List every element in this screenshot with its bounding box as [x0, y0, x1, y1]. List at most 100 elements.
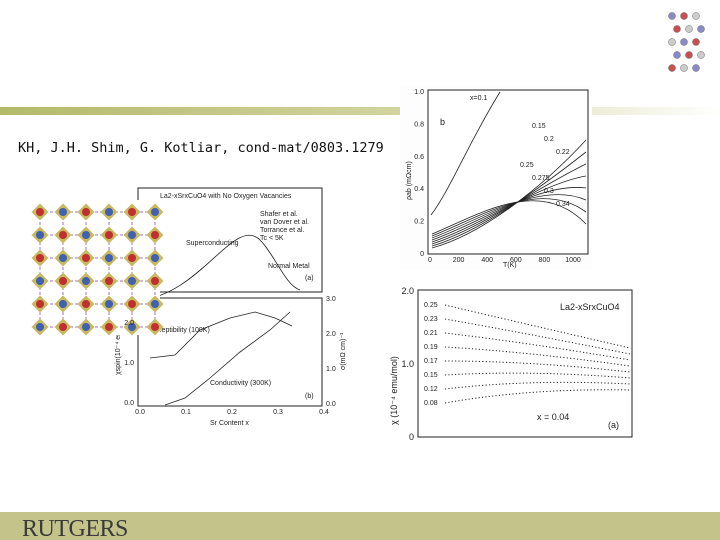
atom: [59, 231, 67, 239]
atom: [128, 300, 136, 308]
x-tick-label: 400: [481, 257, 493, 264]
atom: [151, 208, 159, 216]
x-tick-label: 600: [510, 257, 522, 264]
atom: [82, 208, 90, 216]
curve: [431, 194, 587, 239]
region-label: Normal Metal: [268, 263, 310, 270]
curve: [431, 198, 587, 237]
atom: [36, 300, 44, 308]
atom: [128, 323, 136, 331]
atom: [680, 12, 688, 20]
x-tick-label: 0.3: [273, 409, 283, 416]
y-tick-label: 2.0: [326, 331, 336, 338]
atom: [128, 208, 136, 216]
atom: [128, 231, 136, 239]
x-tick-label: 0.2: [227, 409, 237, 416]
atom: [36, 277, 44, 285]
x-axis-label: Sr Content x: [210, 420, 249, 427]
fig-title: La2-xSrxCuO4 with No Oxygen Vacancies: [160, 193, 292, 200]
y-tick-label: 1.0: [326, 366, 336, 373]
atom: [105, 231, 113, 239]
atom: [59, 323, 67, 331]
y-tick-label: 0.2: [414, 219, 424, 226]
panel-label: b: [440, 117, 445, 127]
y-tick-label: 1.0: [401, 359, 414, 369]
y-tick-label: 0.8: [414, 121, 424, 128]
atom: [680, 64, 688, 72]
y-axis-label: σ(mΩ cm)⁻¹: [340, 332, 347, 370]
atom: [59, 277, 67, 285]
atom: [697, 51, 705, 59]
y-tick-label: 0: [420, 251, 424, 258]
doping-label: 0.25: [424, 302, 438, 309]
legend-entry: Shafer et al.: [260, 211, 298, 218]
curve: [444, 318, 631, 355]
curve-label: 0.275: [532, 175, 550, 182]
atom: [82, 300, 90, 308]
atom: [692, 38, 700, 46]
panel-a-frame: [137, 187, 323, 293]
atom: [128, 254, 136, 262]
x-tick-label: 0: [428, 257, 432, 264]
curve-label: 0.25: [520, 162, 534, 169]
panel-label: (a): [608, 420, 619, 430]
atom: [697, 25, 705, 33]
atom: [668, 38, 676, 46]
atom: [59, 300, 67, 308]
doping-label: 0.08: [424, 400, 438, 407]
atom: [673, 51, 681, 59]
lattice: [31, 203, 164, 336]
series-label: Conductivity (300K): [210, 380, 271, 387]
curve: [444, 304, 631, 349]
phase-curve: [139, 234, 301, 301]
atom: [128, 277, 136, 285]
curve: [430, 91, 501, 216]
panel-b-frame: [137, 297, 323, 407]
x-tick-label: 0.4: [319, 409, 329, 416]
series-label: Susceptibility (100K): [146, 327, 210, 334]
atom: [151, 231, 159, 239]
atom: [680, 38, 688, 46]
x-tick-label: 800: [539, 257, 551, 264]
x-tick-label: 200: [453, 257, 465, 264]
legend-entry: Torrance et al.: [260, 227, 304, 234]
curve-label: 0.2: [544, 136, 554, 143]
doping-label: 0.21: [424, 330, 438, 337]
citation: KH, J.H. Shim, G. Kotliar, cond-mat/0803…: [18, 140, 384, 156]
curve: [431, 187, 587, 241]
atom: [59, 208, 67, 216]
x-tick-label: 0.1: [181, 409, 191, 416]
curve: [431, 175, 587, 243]
curve: [444, 346, 631, 367]
legend-entry: Tc < 5K: [260, 235, 284, 242]
doping-label: 0.12: [424, 386, 438, 393]
panel-label: (a): [305, 275, 314, 282]
y-axis-label: χspin(10⁻⁴ em): [115, 328, 122, 375]
curve: [431, 139, 587, 249]
y-tick-label: 2.0: [124, 320, 134, 327]
frame: [417, 289, 633, 438]
figure-chi: La2-xSrxCuO4 x = 0.04 (a) χ (10⁻⁴ emu/mo…: [389, 286, 633, 442]
atom: [105, 323, 113, 331]
doping-label: 0.15: [424, 372, 438, 379]
curve-label: 0.22: [556, 149, 570, 156]
crystal-icon: [668, 12, 705, 72]
y-tick-label: 1.0: [124, 360, 134, 367]
atom: [692, 12, 700, 20]
atom: [59, 254, 67, 262]
atom: [105, 208, 113, 216]
curve: [444, 360, 631, 373]
footer-logo: RUTGERS: [22, 516, 128, 540]
y-axis-label: χ (10⁻⁴ emu/mol): [389, 356, 399, 425]
y-tick-label: 0.0: [326, 401, 336, 408]
doping-label: 0.17: [424, 358, 438, 365]
region-label: Superconducting: [186, 240, 239, 247]
atom: [36, 323, 44, 331]
curve: [444, 389, 631, 404]
curve: [431, 151, 587, 247]
atom: [82, 323, 90, 331]
legend-entry: van Dover et al.: [260, 219, 309, 226]
y-tick-label: 1.0: [414, 89, 424, 96]
